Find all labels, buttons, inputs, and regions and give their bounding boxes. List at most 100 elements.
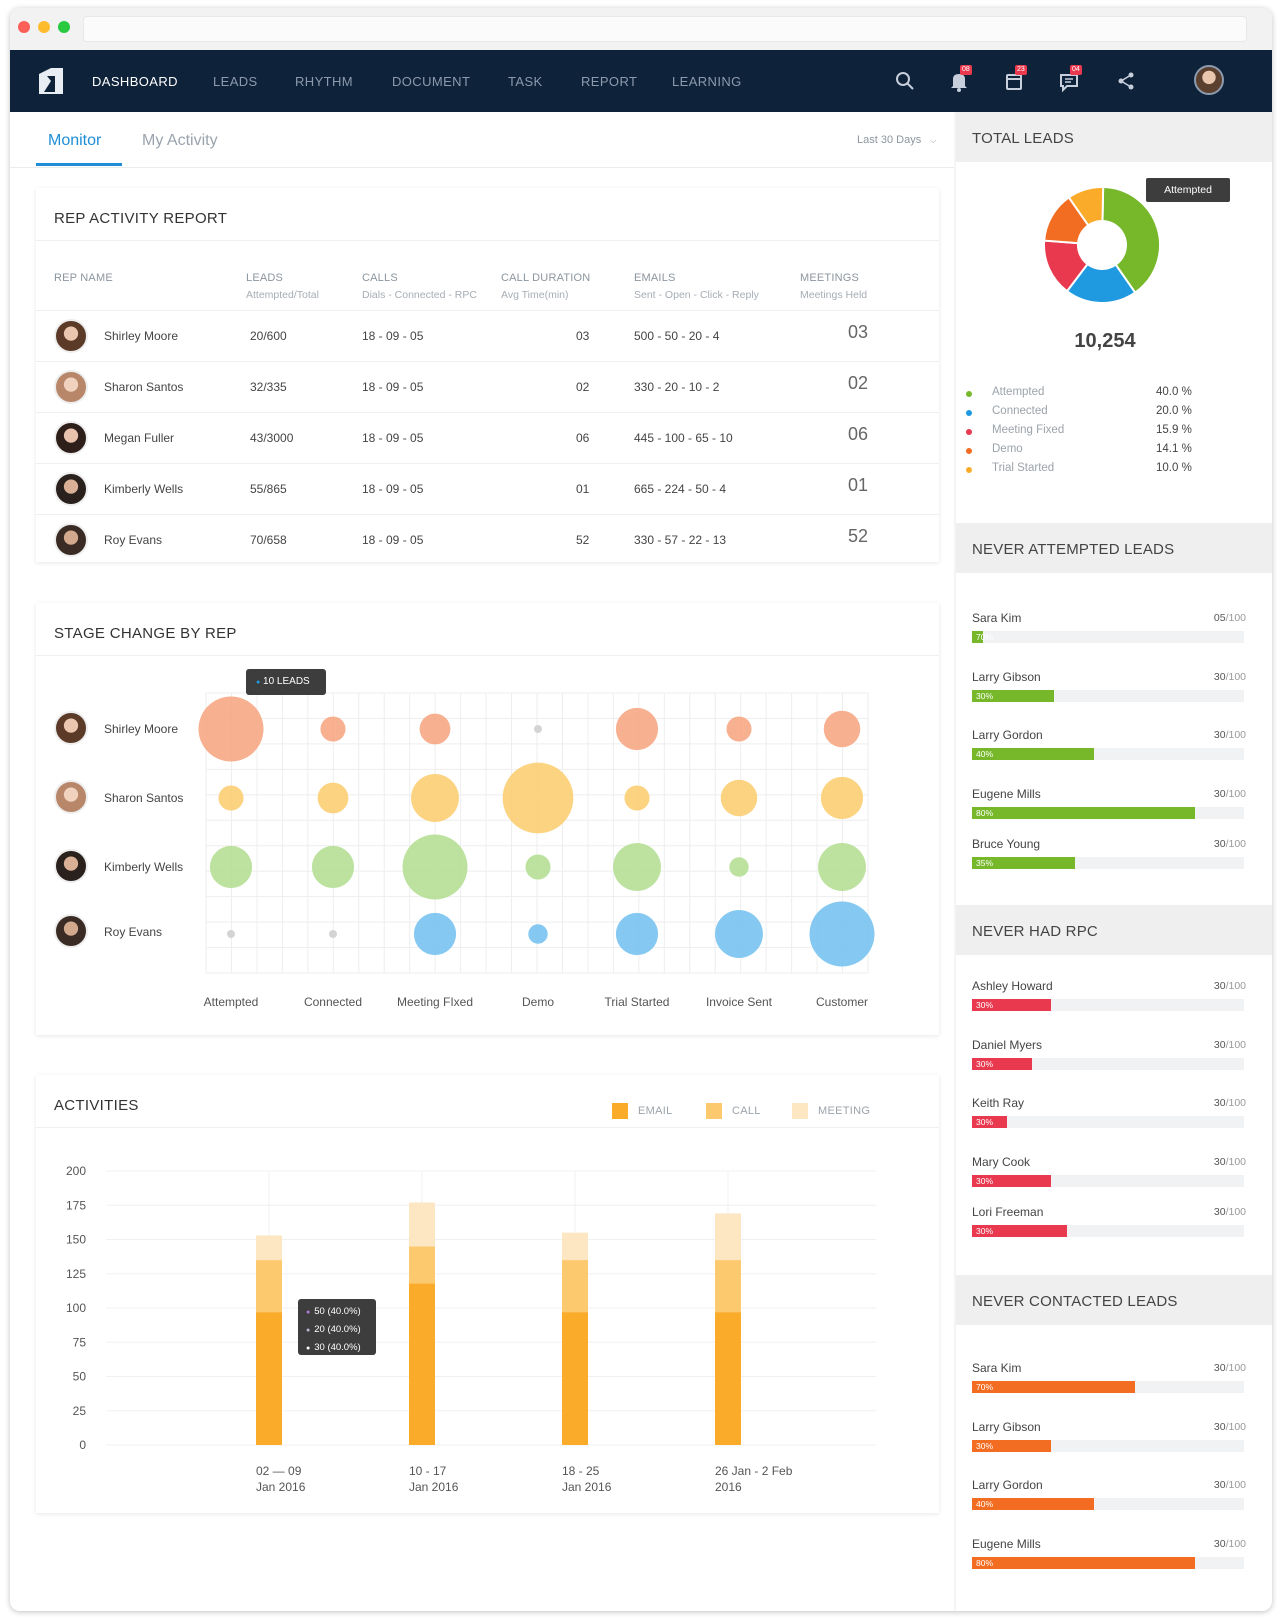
nav-leads[interactable]: LEADS [213,74,258,89]
maximize-window-button[interactable] [58,21,70,33]
column-header-rep-name: REP NAME [54,272,113,284]
lead-name[interactable]: Lori Freeman [972,1205,1044,1219]
progress-track: 80% [972,1557,1244,1569]
table-row[interactable]: Kimberly Wells 55/865 18 - 09 - 05 01 665 - … [36,463,939,514]
rep-emails: 500 - 50 - 20 - 4 [634,329,720,343]
messages-button[interactable]: 04 [1056,65,1082,94]
bar-call-3[interactable] [562,1260,588,1313]
lead-name[interactable]: Larry Gordon [972,1478,1043,1492]
bubble-shirley-moore-trial-started[interactable] [615,707,659,751]
lead-count: 30/100 [1214,1039,1246,1051]
calendar-icon [1006,74,1022,90]
logo-icon[interactable] [35,64,69,98]
bar-call-1[interactable] [256,1260,282,1313]
lead-name[interactable]: Keith Ray [972,1096,1025,1110]
never-attempted-header: NEVER ATTEMPTED LEADS [956,523,1272,573]
calendar-button[interactable]: 23 [1001,65,1027,94]
tab-monitor[interactable]: Monitor [48,132,102,149]
y-tick-label: 50 [73,1370,87,1384]
bubble-roy-evans-customer[interactable] [809,901,875,967]
bubble-kimberly-wells-connected[interactable] [311,845,355,889]
bubble-kimberly-wells-trial-started[interactable] [613,843,661,891]
nav-report[interactable]: REPORT [581,74,638,89]
donut-slice-trial-started[interactable] [1067,186,1105,227]
user-avatar[interactable] [1194,65,1224,95]
bubble-sharon-santos-trial-started[interactable] [624,785,650,811]
nav-dashboard[interactable]: DASHBOARD [92,74,178,89]
bubble-sharon-santos-meeting-fixed[interactable] [411,774,459,822]
bubble-roy-evans-connected[interactable] [329,930,337,938]
bubble-shirley-moore-demo[interactable] [534,725,542,733]
legend-percent: 14.1 % [1156,443,1192,455]
search-button[interactable] [892,68,918,94]
bubble-kimberly-wells-invoice-sent[interactable] [729,857,749,877]
bubble-sharon-santos-invoice-sent[interactable] [720,779,758,817]
address-bar[interactable] [83,16,1247,42]
nav-document[interactable]: DOCUMENT [392,74,471,89]
bubble-roy-evans-meeting-fixed[interactable] [413,912,457,956]
bubble-kimberly-wells-meeting-fixed[interactable] [402,834,468,900]
bar-email-3[interactable] [562,1312,588,1445]
date-range-select[interactable]: Last 30 Days ⌵ [857,134,936,146]
tooltip-line: ● 20 (40.0%) [306,1321,376,1339]
bubble-shirley-moore-attempted[interactable] [198,696,264,762]
bubble-kimberly-wells-customer[interactable] [818,843,866,891]
progress-track: 30% [972,999,1244,1011]
bubble-roy-evans-invoice-sent[interactable] [715,910,763,958]
share-button[interactable] [1113,68,1139,94]
lead-name[interactable]: Ashley Howard [972,979,1053,993]
bubble-sharon-santos-connected[interactable] [317,782,349,814]
table-row[interactable]: Sharon Santos 32/335 18 - 09 - 05 02 330 - 2… [36,361,939,412]
nav-task[interactable]: TASK [508,74,543,89]
lead-count-total: /100 [1225,671,1246,683]
bar-meeting-4[interactable] [715,1213,741,1261]
bubble-shirley-moore-customer[interactable] [823,710,861,748]
bubble-shirley-moore-meeting-fixed[interactable] [419,713,451,745]
bar-meeting-2[interactable] [409,1202,435,1247]
bubble-shirley-moore-connected[interactable] [320,716,346,742]
lead-name[interactable]: Eugene Mills [972,787,1041,801]
never-rpc-list: Ashley Howard 30/100 30% Daniel Myers 30/100… [956,955,1272,1275]
bar-call-2[interactable] [409,1246,435,1284]
x-tick-label: 18 - 25 [562,1464,600,1478]
bubble-roy-evans-trial-started[interactable] [615,912,659,956]
bar-meeting-3[interactable] [562,1232,588,1261]
bubble-roy-evans-demo[interactable] [528,924,548,944]
bubble-sharon-santos-attempted[interactable] [218,785,244,811]
nav-learning[interactable]: LEARNING [672,74,742,89]
progress-bar: 30% [972,1175,1051,1187]
bubble-kimberly-wells-demo[interactable] [525,854,551,880]
bubble-kimberly-wells-attempted[interactable] [209,845,253,889]
bar-email-2[interactable] [409,1283,435,1445]
close-window-button[interactable] [18,21,30,33]
bubble-shirley-moore-invoice-sent[interactable] [726,716,752,742]
lead-name[interactable]: Larry Gibson [972,670,1041,684]
lead-name[interactable]: Bruce Young [972,837,1041,851]
bubble-sharon-santos-customer[interactable] [820,776,864,820]
bar-meeting-1[interactable] [256,1235,282,1261]
lead-name[interactable]: Larry Gibson [972,1420,1041,1434]
lead-name[interactable]: Sara Kim [972,611,1022,625]
tab-my-activity[interactable]: My Activity [142,132,218,149]
rep-emails: 330 - 20 - 10 - 2 [634,380,720,394]
lead-name[interactable]: Mary Cook [972,1155,1031,1169]
lead-count: 30/100 [1214,788,1246,800]
lead-name[interactable]: Eugene Mills [972,1537,1041,1551]
bar-email-4[interactable] [715,1312,741,1445]
bubble-roy-evans-attempted[interactable] [227,930,235,938]
bar-call-4[interactable] [715,1260,741,1313]
tooltip-line: ● 30 (40.0%) [306,1339,376,1357]
lead-name[interactable]: Sara Kim [972,1361,1022,1375]
bubble-sharon-santos-demo[interactable] [502,762,574,834]
lead-name[interactable]: Larry Gordon [972,728,1043,742]
never-contacted-header: NEVER CONTACTED LEADS [956,1275,1272,1325]
nav-rhythm[interactable]: RHYTHM [295,74,354,89]
bar-email-1[interactable] [256,1312,282,1445]
progress-label: 30% [976,1059,994,1069]
notifications-button[interactable]: 08 [946,65,972,94]
minimize-window-button[interactable] [38,21,50,33]
table-row[interactable]: Roy Evans 70/658 18 - 09 - 05 52 330 - 57 - … [36,514,939,565]
lead-name[interactable]: Daniel Myers [972,1038,1043,1052]
table-row[interactable]: Megan Fuller 43/3000 18 - 09 - 05 06 445 - 1… [36,412,939,463]
table-row[interactable]: Shirley Moore 20/600 18 - 09 - 05 03 500 - 5… [36,310,939,361]
